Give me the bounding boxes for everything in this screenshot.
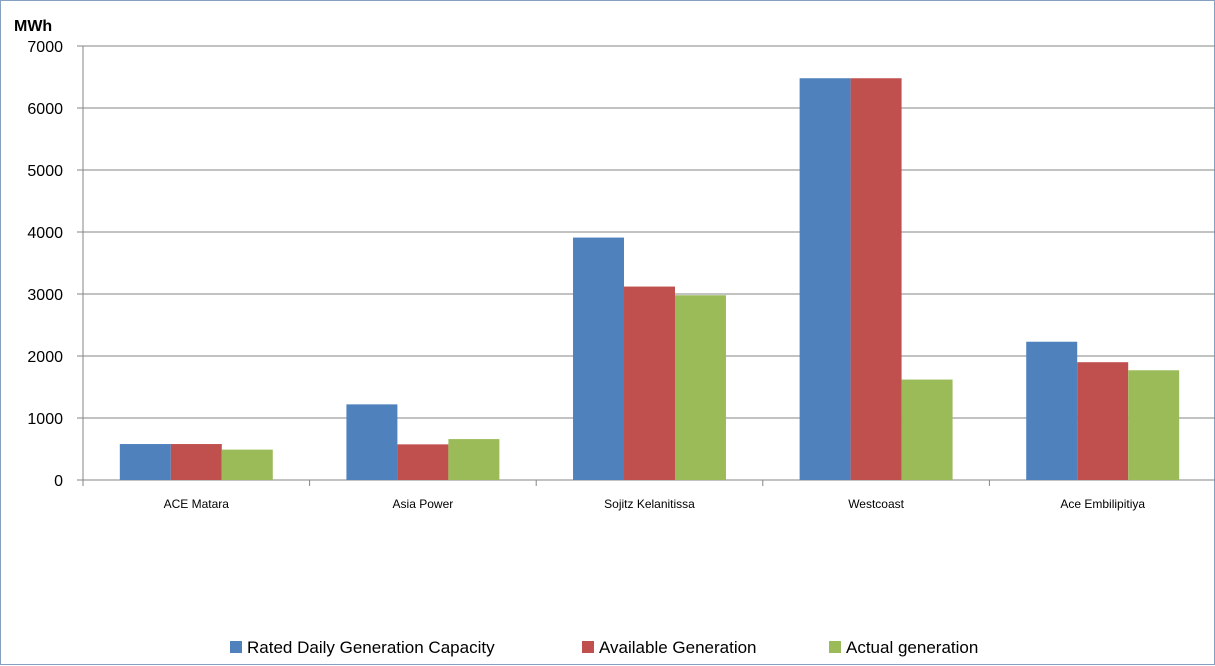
legend: Rated Daily Generation Capacity Available…: [230, 638, 978, 657]
y-axis-unit-label: MWh: [14, 18, 52, 35]
bar: [674, 295, 726, 480]
x-category-label: Sojitz Kelanitissa: [604, 497, 695, 511]
bar: [1026, 341, 1078, 480]
x-category-label: ACE Matara: [164, 497, 230, 511]
legend-item: Rated Daily Generation Capacity: [230, 638, 495, 657]
bars: [119, 78, 1180, 481]
bar: [573, 237, 625, 480]
bar: [170, 444, 222, 480]
x-category-label: Asia Power: [393, 497, 454, 511]
y-tick-label: 3000: [27, 287, 63, 304]
y-tick-label: 6000: [27, 101, 63, 118]
bar: [624, 286, 675, 480]
bar: [397, 444, 449, 480]
bar: [901, 379, 953, 480]
legend-swatch: [582, 641, 594, 653]
legend-label: Available Generation: [599, 638, 757, 657]
x-category-label: Westcoast: [848, 497, 904, 511]
bar: [346, 404, 398, 480]
x-category-label: Ace Embilipitiya: [1060, 497, 1145, 511]
bar: [448, 439, 500, 480]
y-tick-label: 7000: [27, 39, 63, 56]
legend-swatch: [230, 641, 242, 653]
bar: [799, 78, 851, 481]
legend-swatch: [829, 641, 841, 653]
bar: [1077, 362, 1129, 480]
y-tick-label: 0: [54, 473, 63, 490]
bar: [221, 449, 273, 480]
y-tick-label: 5000: [27, 163, 63, 180]
y-tick-label: 1000: [27, 411, 63, 428]
legend-label: Actual generation: [846, 638, 978, 657]
axis-labels: MWh 0 1000 2000 3000 4000 5000 6000 7000 ACE Mat…: [14, 18, 1145, 511]
bar: [119, 444, 171, 480]
y-tick-label: 2000: [27, 349, 63, 366]
legend-item: Available Generation: [582, 638, 757, 657]
y-tick-label: 4000: [27, 225, 63, 242]
legend-item: Actual generation: [829, 638, 978, 657]
bar: [1128, 370, 1180, 480]
legend-label: Rated Daily Generation Capacity: [247, 638, 495, 657]
bar: [850, 78, 902, 481]
